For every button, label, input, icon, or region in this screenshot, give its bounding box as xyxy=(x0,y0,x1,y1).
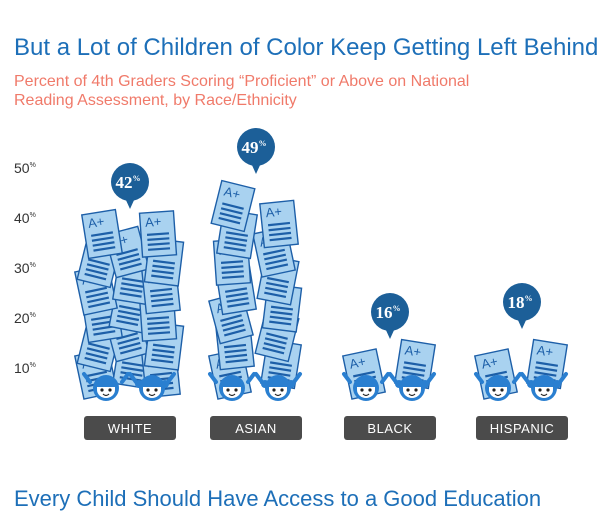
svg-text:A+: A+ xyxy=(222,184,241,202)
a-plus-paper: A+ xyxy=(259,199,299,249)
value-bubble: 42% xyxy=(111,163,149,209)
value-bubble: 18% xyxy=(503,283,541,329)
chart-title: But a Lot of Children of Color Keep Gett… xyxy=(14,34,599,61)
kid-icon xyxy=(208,372,256,401)
kid-icon xyxy=(128,372,176,401)
svg-text:A+: A+ xyxy=(265,204,283,221)
svg-text:A+: A+ xyxy=(480,354,499,372)
svg-text:A+: A+ xyxy=(348,354,367,372)
y-tick-label: 40% xyxy=(14,210,36,226)
value-bubbles: 42% 49% 16% 18% xyxy=(111,128,541,339)
kid-icon xyxy=(342,372,390,401)
category-label: WHITE xyxy=(108,421,152,436)
svg-text:A+: A+ xyxy=(87,214,105,231)
value-bubble: 16% xyxy=(371,293,409,339)
y-tick-label: 30% xyxy=(14,260,36,276)
footer-tagline: Every Child Should Have Access to a Good… xyxy=(14,486,542,511)
category-plate xyxy=(210,416,302,440)
y-tick-label: 10% xyxy=(14,360,36,376)
category-plate xyxy=(476,416,568,440)
category-label: ASIAN xyxy=(235,421,277,436)
svg-text:A+: A+ xyxy=(145,214,162,230)
category-labels: WHITE ASIAN BLACK HISPANIC xyxy=(84,416,568,440)
category-plate xyxy=(84,416,176,440)
category-plate xyxy=(344,416,436,440)
kid-icon xyxy=(254,372,302,401)
bar-asian: A+A+A+A+A+A+A+A+A+A+A+A+A+ xyxy=(207,179,303,400)
bar-stacks: A+A+A+A+A+A+A+A+A+A+A+A+A+A+A+A+A+A+A+A+… xyxy=(73,179,569,400)
a-plus-paper: A+ xyxy=(80,208,124,260)
category-label: BLACK xyxy=(367,421,412,436)
kid-icon xyxy=(520,372,568,401)
y-tick-label: 20% xyxy=(14,310,36,326)
kid-icon xyxy=(474,372,522,401)
a-plus-paper: A+ xyxy=(525,338,569,390)
a-plus-paper: A+ xyxy=(138,210,178,258)
a-plus-paper: A+ xyxy=(210,179,256,233)
kid-icon xyxy=(82,372,130,401)
value-bubble: 49% xyxy=(237,128,275,174)
chart-subtitle: Percent of 4th Graders Scoring “Proficie… xyxy=(14,73,470,109)
kid-icons xyxy=(82,372,568,401)
y-axis: 50% 40% 30% 20% 10% xyxy=(14,160,36,376)
kid-icon xyxy=(388,372,436,401)
bar-white: A+A+A+A+A+A+A+A+A+A+A+A+A+A+A+A+A+ xyxy=(73,208,185,400)
y-tick-label: 50% xyxy=(14,160,36,176)
svg-text:A+: A+ xyxy=(536,342,554,359)
svg-text:A+: A+ xyxy=(404,342,422,359)
category-label: HISPANIC xyxy=(490,421,554,436)
